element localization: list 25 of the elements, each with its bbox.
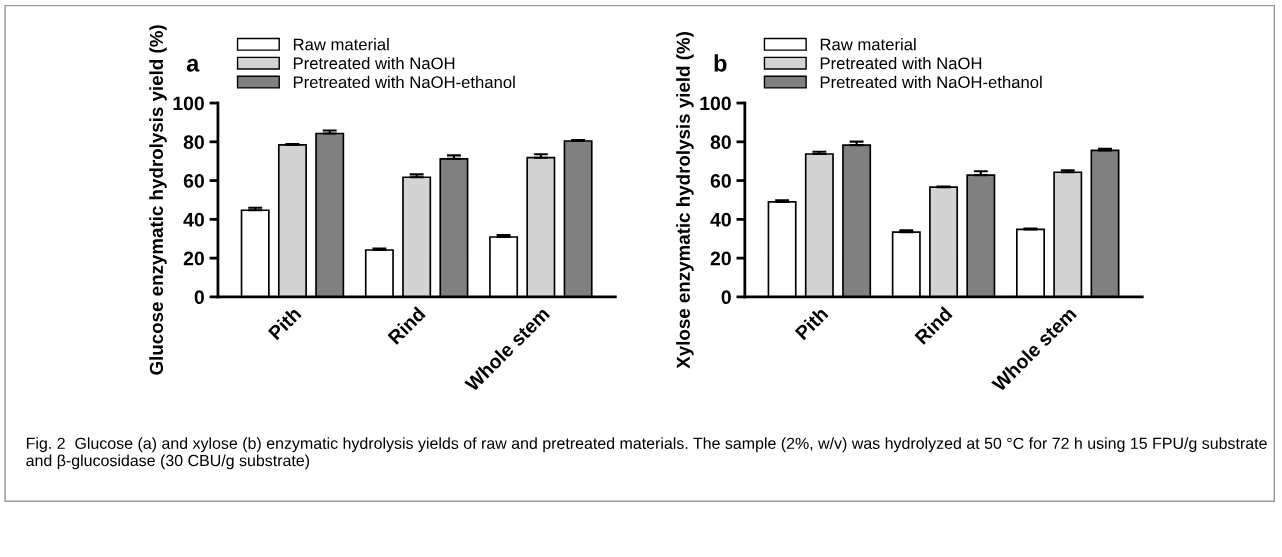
- legend-label: Pretreated with NaOH: [820, 56, 982, 70]
- x-tick-label: Pith: [794, 306, 829, 341]
- y-tick-label: 0: [194, 290, 204, 305]
- y-tick-label: 80: [710, 135, 731, 150]
- y-tick-label: 20: [710, 251, 731, 266]
- legend-label: Pretreated with NaOH: [293, 56, 455, 70]
- y-tick-label: 80: [183, 135, 204, 150]
- y-tick-label: 20: [183, 251, 204, 266]
- y-tick-label: 60: [183, 174, 204, 188]
- legend-label: Raw material: [293, 38, 389, 51]
- legend-label: Pretreated with NaOH-ethanol: [820, 75, 1042, 89]
- y-tick-label: 60: [710, 174, 731, 188]
- chart-title: b: [714, 54, 727, 72]
- y-tick-label: 100: [700, 96, 731, 111]
- caption: Fig. 2 Glucose (a) and xylose (b) enzymatic hydrolysis yields of raw and pretreated materials. The sample (2%, w/v) was hydrolyzed at 50 °C for 72 h using 15 FPU/g substrate and β-glucosidase (30 CBU/g substrate): [26, 437, 1267, 470]
- y-tick-label: 100: [173, 96, 204, 111]
- legend-label: Raw material: [820, 38, 916, 51]
- y-axis-title: Glucose enzymatic hydrolysis yield (%): [149, 25, 167, 375]
- chart-title: a: [186, 58, 200, 72]
- y-axis-title: Xylose enzymatic hydrolysis yield (%): [676, 32, 694, 369]
- y-tick-label: 40: [183, 212, 204, 227]
- y-tick-label: 40: [710, 212, 731, 227]
- x-tick-label: Pith: [267, 306, 302, 341]
- y-tick-label: 0: [721, 290, 731, 305]
- legend-label: Pretreated with NaOH-ethanol: [293, 75, 515, 89]
